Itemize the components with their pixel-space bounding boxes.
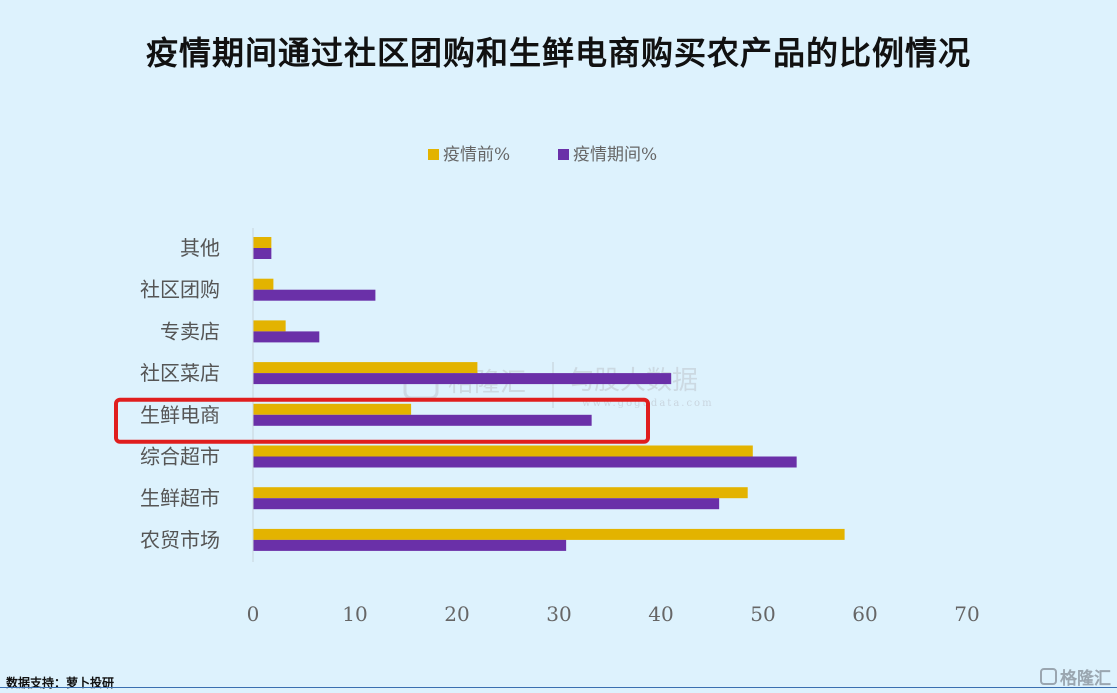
logo: 格隆汇 <box>1040 664 1111 689</box>
bar-during-4 <box>253 414 592 426</box>
bar-during-0 <box>253 248 272 259</box>
x-tick-label: 20 <box>444 602 469 626</box>
x-tick-label: 0 <box>247 602 260 626</box>
legend-swatch-before <box>428 149 439 160</box>
legend-swatch-during <box>558 149 569 160</box>
highlight-box <box>114 397 650 444</box>
category-label: 社区团购 <box>140 278 220 302</box>
bar-before-3 <box>253 362 478 374</box>
category-label: 生鲜超市 <box>140 486 220 510</box>
bar-before-0 <box>253 237 272 248</box>
bar-during-1 <box>253 289 376 301</box>
legend-label-during: 疫情期间% <box>573 145 657 165</box>
bar-before-6 <box>253 487 748 499</box>
category-label: 专卖店 <box>160 319 220 343</box>
category-label: 其他 <box>180 236 220 260</box>
bar-before-5 <box>253 445 753 457</box>
bar-during-7 <box>253 539 567 551</box>
chart-title: 疫情期间通过社区团购和生鲜电商购买农产品的比例情况 <box>145 34 971 72</box>
bar-before-1 <box>253 278 274 290</box>
bar-during-2 <box>253 331 320 343</box>
source-divider <box>0 687 1117 688</box>
bar-during-3 <box>253 373 672 385</box>
source-note: 数据支持：萝卜投研 <box>6 676 115 690</box>
legend: 疫情前% 疫情期间% <box>428 145 657 165</box>
logo-text: 格隆汇 <box>1060 668 1111 689</box>
legend-label-before: 疫情前% <box>443 145 510 165</box>
bar-during-5 <box>253 456 797 468</box>
x-tick-label: 70 <box>954 602 979 626</box>
x-tick-label: 50 <box>750 602 775 626</box>
bar-before-2 <box>253 320 286 332</box>
bar-during-6 <box>253 498 720 510</box>
x-tick-labels: 0 10 20 30 40 50 60 70 <box>247 602 980 626</box>
category-label: 综合超市 <box>140 445 220 469</box>
x-tick-label: 10 <box>342 602 367 626</box>
chart-area: 格隆汇勾股大数据www.gogudata.com 疫情前%疫情期间% 其他社区团… <box>114 145 980 626</box>
x-tick-label: 60 <box>852 602 877 626</box>
x-tick-label: 30 <box>546 602 571 626</box>
category-label: 农贸市场 <box>140 528 220 552</box>
category-label: 社区菜店 <box>140 361 220 385</box>
x-tick-label: 40 <box>648 602 673 626</box>
bars <box>253 237 845 551</box>
category-label: 生鲜电商 <box>140 403 220 427</box>
bar-before-7 <box>253 528 845 540</box>
logo-icon <box>1040 667 1057 685</box>
bar-before-4 <box>253 403 412 415</box>
